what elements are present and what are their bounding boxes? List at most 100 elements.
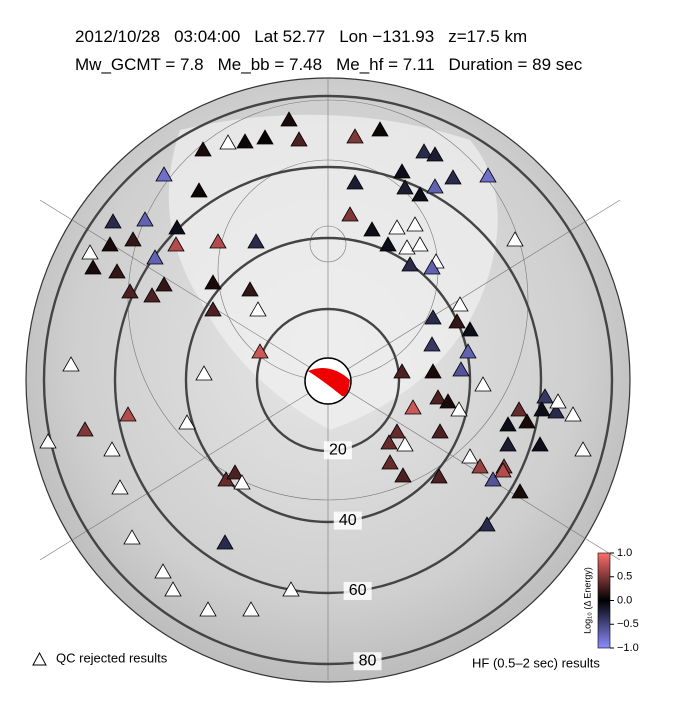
station	[393, 163, 411, 179]
station	[510, 401, 528, 417]
station	[511, 483, 529, 499]
distance-ring	[184, 236, 472, 524]
header-item: Mw_GCMT = 7.8	[75, 55, 204, 74]
station	[121, 283, 139, 299]
station	[108, 263, 126, 279]
ring-label: 40	[339, 512, 357, 529]
legend-rejected: QC rejected results	[56, 650, 168, 665]
rejected-station	[406, 216, 424, 232]
station	[204, 301, 222, 317]
station	[155, 276, 173, 292]
station	[479, 167, 497, 183]
station	[371, 121, 389, 137]
station	[478, 516, 496, 532]
station	[247, 233, 265, 249]
beachball	[304, 357, 352, 405]
header-item: Me_hf = 7.11	[336, 55, 434, 74]
rejected-station	[574, 441, 592, 457]
rejected-station	[111, 479, 129, 495]
station	[431, 423, 449, 439]
station	[76, 421, 94, 437]
station	[146, 249, 164, 265]
rejected-station	[282, 581, 300, 597]
station	[415, 143, 433, 159]
rejected-station	[199, 601, 217, 617]
station	[104, 213, 122, 229]
station	[84, 259, 102, 275]
station	[124, 231, 142, 247]
rejected-station	[506, 231, 524, 247]
station	[429, 389, 447, 405]
station	[119, 406, 137, 422]
station	[499, 436, 517, 452]
station	[459, 343, 477, 359]
colorbar-label: Log₁₀ (Δ Energy)	[582, 567, 592, 634]
station	[424, 309, 442, 325]
station	[426, 146, 444, 162]
station	[533, 401, 551, 417]
ring-label: 20	[329, 442, 347, 459]
station	[536, 388, 554, 404]
header-line1: 2012/10/28 03:04:00 Lat 52.77 Lon −131.93 z=…	[75, 27, 527, 46]
station	[423, 336, 441, 352]
station	[484, 471, 502, 487]
colorbar	[597, 552, 611, 649]
rejected-station	[154, 563, 172, 579]
header-item: Me_bb = 7.48	[218, 55, 322, 74]
station	[547, 403, 565, 419]
station	[494, 462, 512, 478]
station	[167, 236, 185, 252]
header-item: Duration = 89 sec	[449, 55, 583, 74]
station	[251, 343, 269, 359]
station	[346, 174, 364, 190]
station	[423, 259, 441, 275]
rejected-station	[195, 365, 213, 381]
station	[341, 206, 359, 222]
rejected-station	[242, 601, 260, 617]
rejected-station	[62, 356, 80, 372]
ring-label: 80	[359, 652, 377, 669]
station	[155, 166, 173, 182]
station	[236, 133, 254, 149]
station	[143, 287, 161, 303]
station	[444, 169, 462, 185]
station	[394, 467, 412, 483]
colorbar-tick-label: 0.0	[617, 594, 632, 606]
rejected-station	[411, 236, 429, 252]
rejected-station	[219, 134, 237, 150]
station	[226, 464, 244, 480]
ring-label-bg	[343, 581, 372, 600]
station	[518, 413, 536, 429]
station	[401, 256, 419, 272]
rejected-station	[474, 376, 492, 392]
colorbar-tick-label: −1.0	[617, 642, 639, 654]
station	[424, 363, 442, 379]
rejected-station	[450, 401, 468, 417]
rejected-station	[451, 296, 469, 312]
station	[168, 219, 186, 235]
rejected-station	[123, 529, 141, 545]
station	[379, 236, 397, 252]
rejected-station	[103, 441, 121, 457]
station	[204, 274, 222, 290]
rejected-station	[564, 406, 582, 422]
header-item: Lat 52.77	[254, 27, 325, 46]
rejected-station	[398, 239, 416, 255]
colorbar-tick-label: −0.5	[617, 618, 639, 630]
station	[256, 129, 274, 145]
station	[381, 454, 399, 470]
legend-symbol	[32, 651, 47, 666]
land	[168, 114, 498, 430]
rejected-station	[233, 474, 251, 490]
rejected-station	[388, 219, 406, 235]
station	[101, 236, 119, 252]
station	[363, 221, 381, 237]
station	[499, 416, 517, 432]
station	[471, 458, 489, 474]
header-item: 03:04:00	[174, 27, 240, 46]
ring-label-bg	[333, 511, 362, 530]
rejected-station	[164, 581, 182, 597]
station	[452, 361, 470, 377]
rejected-station	[461, 448, 479, 464]
